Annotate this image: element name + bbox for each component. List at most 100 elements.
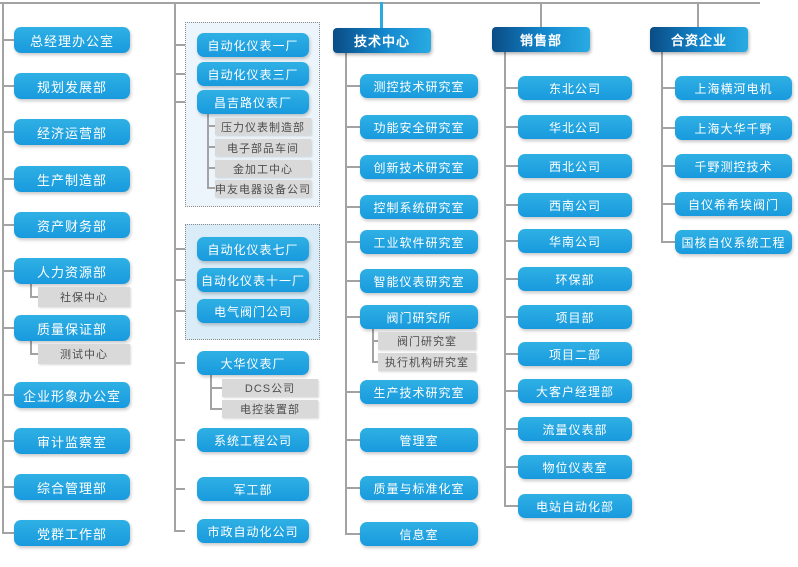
connector-stub (174, 248, 185, 250)
org-node: 控制系统研究室 (360, 195, 478, 219)
org-node: 生产制造部 (14, 166, 130, 192)
org-node: 生产技术研究室 (360, 380, 478, 404)
connector-stub (174, 73, 185, 75)
org-node: 项目二部 (518, 342, 632, 366)
connector-stub (504, 390, 518, 392)
connector-stub (174, 439, 185, 441)
org-node: 上海横河电机 (675, 76, 792, 100)
column2-trunk-line (174, 2, 176, 531)
org-node: 综合管理部 (14, 474, 130, 500)
connector-stub (210, 387, 222, 389)
connector-elbow (207, 114, 209, 189)
org-node: 环保部 (518, 267, 632, 291)
connector-stub (661, 165, 675, 167)
org-subnode: 申友电器设备公司 (215, 180, 311, 197)
org-node: 功能安全研究室 (360, 115, 478, 139)
org-node: 大客户经理部 (518, 379, 632, 403)
connector-stub (174, 279, 185, 281)
connector-stub (174, 530, 185, 532)
connector-stub (372, 340, 378, 342)
org-node: 质量与标准化室 (360, 476, 478, 500)
org-subnode: 阀门研究室 (378, 332, 476, 350)
org-node: 创新技术研究室 (360, 155, 478, 179)
org-subnode: 执行机构研究室 (378, 353, 476, 371)
connector-stub (345, 241, 360, 243)
connector-stub (207, 167, 215, 169)
org-node: 西北公司 (518, 154, 632, 178)
org-node: 千野测控技术 (675, 154, 792, 178)
org-header-joint-ventures: 合资企业 (650, 27, 748, 52)
connector-stub (174, 362, 185, 364)
connector-stub (174, 488, 185, 490)
column3-trunk-line (345, 53, 347, 534)
connector-stub (2, 440, 14, 442)
org-node: 军工部 (197, 477, 309, 501)
org-subnode: 电子部品车间 (215, 139, 311, 156)
connector-stub (661, 127, 675, 129)
connector-stub (2, 39, 14, 41)
connector-stub (174, 310, 185, 312)
org-node: 人力资源部 (14, 258, 130, 284)
org-node: 经济运营部 (14, 119, 130, 145)
org-node: 审计监察室 (14, 428, 130, 454)
connector-stub (504, 428, 518, 430)
connector-stub (30, 353, 38, 355)
connector-stub (345, 85, 360, 87)
org-node: 电站自动化部 (518, 494, 632, 518)
org-subnode: 电控装置部 (222, 400, 318, 418)
connector-stub (30, 296, 38, 298)
connector-stub (504, 87, 518, 89)
org-node: 大华仪表厂 (197, 351, 309, 375)
org-node: 管理室 (360, 428, 478, 452)
connector-stub (2, 327, 14, 329)
org-node: 西南公司 (518, 193, 632, 217)
org-node: 自动化仪表一厂 (197, 33, 309, 57)
connector-stub (174, 44, 185, 46)
connector-stub (345, 166, 360, 168)
org-header-sales: 销售部 (492, 27, 590, 52)
connector-stub (345, 206, 360, 208)
connector-stub (504, 353, 518, 355)
connector-stub (372, 361, 378, 363)
org-node: 企业形象办公室 (14, 382, 130, 408)
org-header-tech-center: 技术中心 (333, 28, 431, 53)
connector-stub (504, 165, 518, 167)
org-node: 上海大华千野 (675, 116, 792, 140)
column5-trunk-line (661, 50, 663, 242)
org-node: 昌吉路仪表厂 (197, 90, 309, 114)
connector-stub (345, 280, 360, 282)
connector-stub (207, 187, 215, 189)
connector-stub (2, 486, 14, 488)
connector-stub (345, 316, 360, 318)
org-node: 国核自仪系统工程 (675, 230, 792, 254)
org-subnode: 社保中心 (38, 287, 130, 307)
org-node: 规划发展部 (14, 73, 130, 99)
org-node: 信息室 (360, 522, 478, 546)
org-node: 阀门研究所 (360, 305, 478, 329)
connector-stub (345, 126, 360, 128)
connector-stub (2, 270, 14, 272)
connector-stub (2, 85, 14, 87)
org-node: 东北公司 (518, 76, 632, 100)
connector-stub (2, 131, 14, 133)
org-node: 自仪希希埃阀门 (675, 192, 792, 216)
connector-elbow (372, 329, 374, 363)
org-node: 系统工程公司 (197, 428, 309, 452)
connector-elbow (30, 341, 32, 354)
org-node: 总经理办公室 (14, 27, 130, 53)
connector-stub (345, 533, 360, 535)
jv-drop-line (697, 2, 699, 27)
org-node: 华北公司 (518, 115, 632, 139)
connector-stub (504, 126, 518, 128)
connector-stub (174, 101, 185, 103)
connector-stub (661, 241, 675, 243)
tech-center-drop-line (380, 2, 383, 28)
org-node: 自动化仪表三厂 (197, 62, 309, 86)
connector-stub (2, 178, 14, 180)
org-node: 电气阀门公司 (197, 299, 309, 323)
org-node: 华南公司 (518, 229, 632, 253)
connector-stub (2, 532, 14, 534)
org-node: 质量保证部 (14, 315, 130, 341)
connector-stub (345, 439, 360, 441)
